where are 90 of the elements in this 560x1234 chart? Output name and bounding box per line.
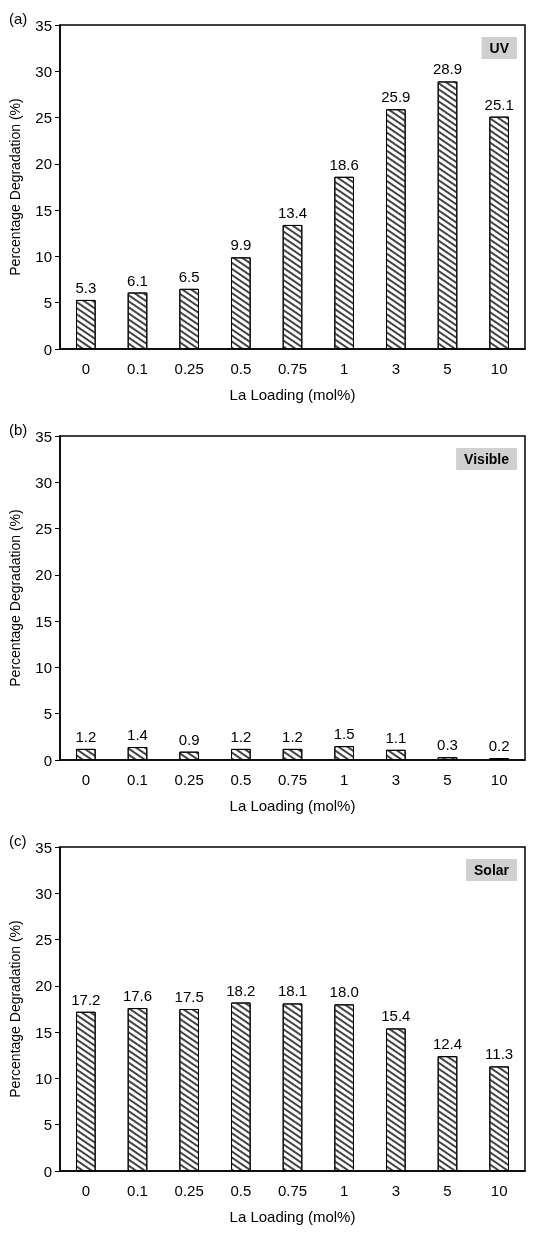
y-tick-label: 35 bbox=[35, 427, 52, 445]
x-tick-label: 1 bbox=[339, 771, 349, 788]
chart-title: (c) bbox=[9, 832, 27, 849]
y-tick-label: 10 bbox=[35, 1069, 52, 1087]
data-label: 11.3 bbox=[485, 1045, 514, 1063]
y-tick-label: 20 bbox=[35, 155, 52, 173]
y-tick-label: 25 bbox=[35, 109, 52, 127]
data-label: 12.4 bbox=[432, 1035, 463, 1053]
x-axis-title: La Loading (mol%) bbox=[229, 1208, 356, 1225]
x-tick-label: 0.25 bbox=[174, 771, 204, 788]
x-tick-label: 10 bbox=[490, 360, 508, 377]
x-tick-label: 0.25 bbox=[174, 1182, 204, 1199]
data-label: 5.3 bbox=[75, 278, 97, 296]
data-label: 1.4 bbox=[127, 726, 148, 744]
x-tick-label: 0.25 bbox=[174, 360, 204, 377]
y-tick-label: 5 bbox=[43, 1116, 52, 1134]
x-tick-label: 0 bbox=[81, 360, 91, 377]
data-label: 9.9 bbox=[230, 236, 252, 254]
data-label: 18.6 bbox=[329, 155, 359, 173]
data-label: 13.4 bbox=[277, 203, 308, 221]
data-label: 18.0 bbox=[329, 983, 359, 1001]
y-tick-label: 20 bbox=[35, 566, 52, 584]
y-tick-label: 30 bbox=[35, 473, 52, 491]
data-label: 17.5 bbox=[174, 988, 204, 1005]
data-label: 6.1 bbox=[127, 271, 148, 289]
x-tick-label: 0.5 bbox=[230, 360, 252, 377]
x-tick-label: 10 bbox=[490, 1182, 508, 1199]
x-tick-label: 0.1 bbox=[127, 1182, 148, 1199]
x-tick-label: 5 bbox=[443, 771, 452, 788]
x-tick-label: 0.5 bbox=[230, 771, 252, 788]
x-tick-label: 0.1 bbox=[127, 360, 148, 377]
data-label: 17.6 bbox=[122, 987, 153, 1005]
x-tick-label: 5 bbox=[443, 360, 452, 377]
y-tick-label: 10 bbox=[35, 247, 52, 265]
chart-title: (b) bbox=[9, 421, 28, 438]
data-label: 0.2 bbox=[488, 737, 510, 755]
x-tick-label: 0.75 bbox=[277, 1182, 308, 1199]
y-tick-label: 35 bbox=[35, 838, 52, 856]
data-label: 18.2 bbox=[226, 981, 256, 999]
x-tick-label: 0.75 bbox=[277, 360, 308, 377]
data-label: 1.5 bbox=[333, 725, 355, 743]
x-tick-label: 3 bbox=[391, 1182, 401, 1199]
y-axis-title: Percentage Degradation (%) bbox=[7, 509, 23, 687]
data-label: 1.2 bbox=[75, 727, 97, 745]
data-label: 0.9 bbox=[178, 730, 200, 748]
y-tick-label: 35 bbox=[35, 16, 52, 34]
y-axis-title: Percentage Degradation (%) bbox=[7, 98, 23, 276]
x-tick-label: 0 bbox=[81, 1182, 91, 1199]
x-tick-label: 0.75 bbox=[277, 771, 308, 788]
data-label: 15.4 bbox=[381, 1007, 411, 1025]
data-label: 17.2 bbox=[71, 990, 101, 1008]
x-tick-label: 0 bbox=[81, 771, 91, 788]
y-tick-label: 15 bbox=[35, 1023, 52, 1041]
annotation: UV bbox=[489, 40, 510, 56]
x-tick-label: 5 bbox=[443, 1182, 452, 1199]
y-tick-label: 15 bbox=[35, 612, 52, 630]
data-label: 25.9 bbox=[381, 88, 411, 106]
data-label: 25.1 bbox=[484, 95, 514, 113]
x-tick-label: 1 bbox=[339, 1182, 349, 1199]
chart-title: (a) bbox=[9, 10, 28, 27]
y-tick-label: 5 bbox=[43, 705, 52, 723]
data-label: 1.1 bbox=[385, 728, 407, 746]
x-tick-label: 1 bbox=[339, 360, 349, 377]
y-tick-label: 30 bbox=[35, 62, 52, 80]
annotation: Visible bbox=[464, 451, 510, 467]
data-label: 18.1 bbox=[277, 982, 308, 1000]
x-axis-title: La Loading (mol%) bbox=[229, 797, 356, 814]
data-label: 1.2 bbox=[230, 727, 252, 745]
y-tick-label: 25 bbox=[35, 520, 52, 538]
data-label: 28.9 bbox=[432, 60, 463, 78]
x-tick-label: 0.1 bbox=[127, 771, 148, 788]
x-tick-label: 0.5 bbox=[230, 1182, 252, 1199]
x-tick-label: 3 bbox=[391, 771, 401, 788]
y-tick-label: 30 bbox=[35, 884, 52, 902]
annotation: Solar bbox=[473, 862, 510, 878]
data-label: 0.3 bbox=[437, 736, 458, 754]
y-tick-label: 10 bbox=[35, 658, 52, 676]
x-axis-title: La Loading (mol%) bbox=[229, 386, 356, 403]
y-tick-label: 0 bbox=[43, 1162, 52, 1180]
data-label: 6.5 bbox=[178, 267, 200, 285]
x-tick-label: 3 bbox=[391, 360, 401, 377]
data-label: 1.2 bbox=[282, 727, 303, 745]
y-tick-label: 0 bbox=[43, 340, 52, 358]
y-axis-title: Percentage Degradation (%) bbox=[7, 920, 23, 1098]
y-tick-label: 20 bbox=[35, 977, 52, 995]
y-tick-label: 25 bbox=[35, 931, 52, 949]
y-tick-label: 15 bbox=[35, 201, 52, 219]
x-tick-label: 10 bbox=[490, 771, 508, 788]
y-tick-label: 0 bbox=[43, 751, 52, 769]
y-tick-label: 5 bbox=[43, 294, 52, 312]
